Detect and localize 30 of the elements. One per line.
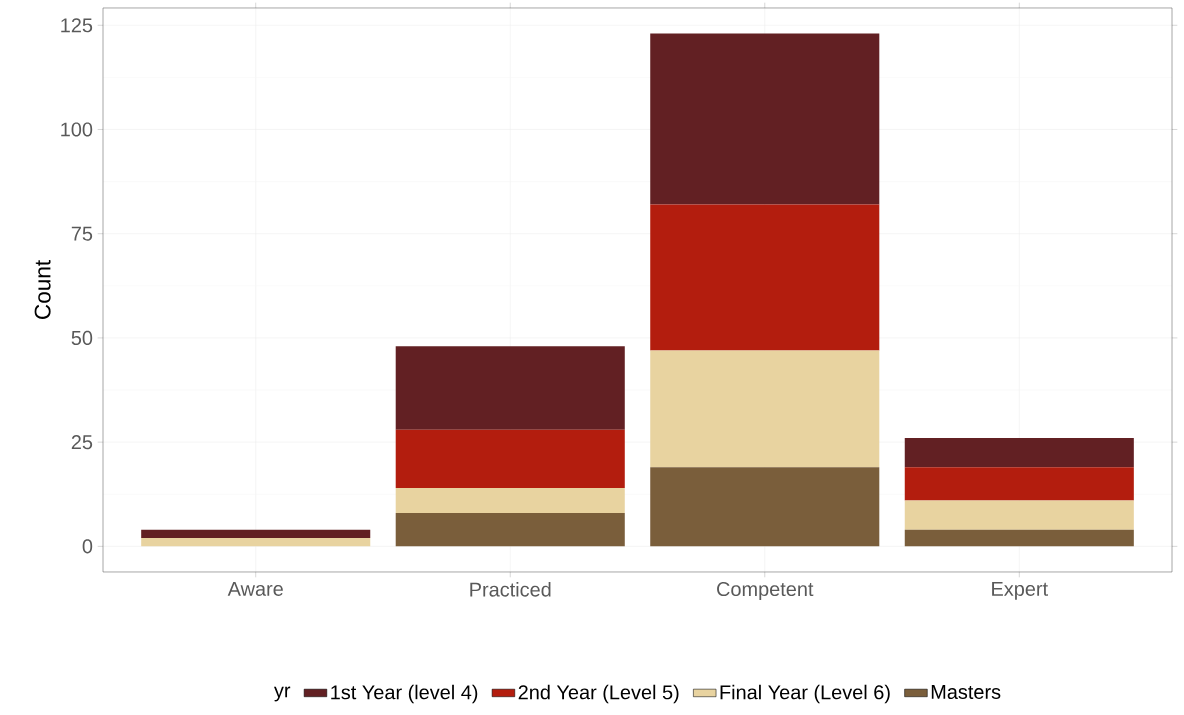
bar (650, 467, 880, 547)
y-axis-title: Count (34, 260, 51, 319)
bar (395, 513, 625, 547)
y-tick-label: 125 (61, 18, 93, 33)
bar (650, 33, 880, 205)
bar (650, 204, 880, 351)
bar (904, 529, 1134, 547)
bar (904, 500, 1134, 530)
bar (395, 487, 625, 513)
bar (395, 429, 625, 488)
legend-label: Masters (931, 685, 1001, 699)
x-tick-label: Aware (227, 582, 283, 596)
legend-label: Final Year (Level 6) (720, 684, 890, 704)
bar (650, 350, 880, 468)
x-tick-label: Competent (717, 582, 814, 601)
bar (904, 467, 1134, 501)
y-tick-label: 75 (71, 226, 93, 241)
legend-label: 2nd Year (Level 5) (518, 684, 679, 704)
legend-title: yr (273, 686, 291, 702)
x-tick-label: Practiced (470, 582, 551, 597)
bar (141, 529, 371, 539)
y-tick-label: 50 (71, 330, 93, 345)
y-tick-label: 0 (82, 539, 93, 554)
y-tick-label: 25 (71, 435, 93, 450)
y-tick-label: 100 (61, 122, 93, 137)
legend-label: 1st Year (level 4) (331, 684, 478, 704)
bar (904, 437, 1134, 468)
bar (395, 346, 625, 430)
x-tick-label: Expert (992, 582, 1048, 600)
bar (141, 538, 371, 547)
